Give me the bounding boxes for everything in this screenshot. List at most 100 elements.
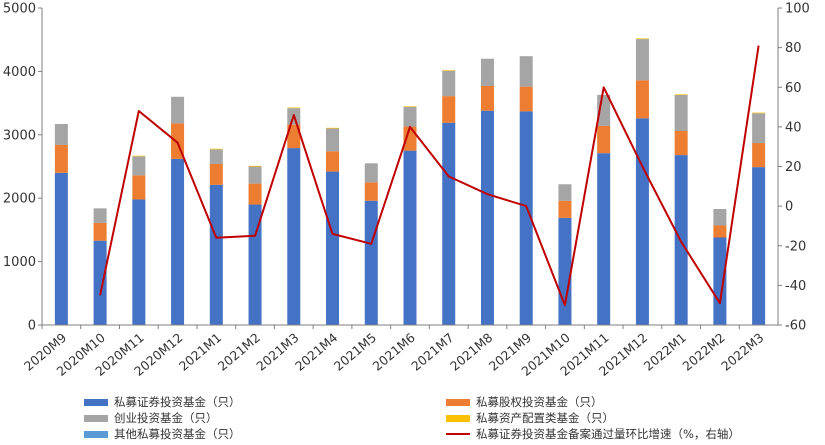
bar-segment <box>209 148 223 150</box>
bar-segment <box>519 56 533 87</box>
bar-segment <box>54 172 68 325</box>
bar-segment <box>635 38 649 40</box>
x-tick-label: 2021M3 <box>253 330 301 374</box>
bar-segment <box>132 156 146 176</box>
bar-segment <box>54 124 68 145</box>
bar-segment <box>480 110 494 325</box>
bar-segment <box>171 96 185 124</box>
bar-segment <box>54 144 68 173</box>
x-tick-label: 2021M7 <box>408 330 456 374</box>
legend-item: 私募证券投资基金（只） <box>84 395 241 409</box>
bar-segment <box>403 106 417 107</box>
bar-segment <box>248 183 262 205</box>
y-tick-label: 0 <box>28 319 36 334</box>
bar-segment <box>132 155 146 157</box>
legend-swatch <box>84 431 108 438</box>
bar-segment <box>442 122 456 325</box>
x-tick-label: 2022M3 <box>718 330 766 374</box>
bar-series-group <box>54 38 766 325</box>
legend-swatch <box>84 415 108 422</box>
legend-swatch <box>84 399 108 406</box>
growth-rate-line <box>99 45 760 307</box>
x-tick-label: 2021M6 <box>370 330 418 374</box>
bar-segment <box>132 175 146 200</box>
bar-segment <box>713 237 727 325</box>
bar-segment <box>635 118 649 325</box>
bar-segment <box>209 184 223 325</box>
bar-segment <box>635 39 649 81</box>
bar-segment <box>326 171 340 325</box>
bar-segment <box>326 127 340 129</box>
legend-label: 私募资产配置类基金（只） <box>476 411 614 425</box>
bar-segment <box>752 113 766 144</box>
bar-segment <box>480 58 494 86</box>
bar-segment <box>752 167 766 325</box>
x-tick-label: 2021M2 <box>215 330 263 374</box>
x-tick-label: 2021M4 <box>292 330 340 374</box>
bar-segment <box>752 112 766 114</box>
y-tick-label: 3000 <box>3 128 36 143</box>
bar-segment <box>93 222 107 241</box>
legend-label: 私募证券投资基金（只） <box>114 395 241 409</box>
bar-segment <box>403 150 417 325</box>
line-series-group <box>99 45 760 307</box>
y2-tick-label: 20 <box>785 160 802 175</box>
y2-tick-label: 40 <box>785 120 802 135</box>
y2-tick-label: -20 <box>785 239 806 254</box>
legend-swatch <box>446 399 470 406</box>
bar-segment <box>635 80 649 119</box>
y2-tick-label: 0 <box>785 200 793 215</box>
legend-item: 私募资产配置类基金（只） <box>446 411 614 425</box>
bar-segment <box>248 204 262 325</box>
y-tick-label: 4000 <box>3 65 36 80</box>
bar-segment <box>597 125 611 154</box>
legend-label: 其他私募投资基金（只） <box>114 427 241 441</box>
bar-segment <box>403 106 417 127</box>
bar-segment <box>519 86 533 112</box>
bar-segment <box>132 199 146 325</box>
bar-segment <box>364 182 378 201</box>
bar-segment <box>364 163 378 183</box>
bar-segment <box>326 151 340 172</box>
y-tick-label: 5000 <box>3 2 36 17</box>
x-tick-label: 2022M2 <box>679 330 727 374</box>
x-tick-label: 2021M5 <box>331 330 379 374</box>
bar-segment <box>713 225 727 238</box>
bar-segment <box>713 208 727 226</box>
bar-segment <box>287 148 301 325</box>
bar-segment <box>519 111 533 325</box>
bar-segment <box>209 163 223 185</box>
bar-segment <box>248 166 262 184</box>
legend-item: 其他私募投资基金（只） <box>84 427 241 441</box>
legend-item: 创业投资基金（只） <box>84 411 218 425</box>
y2-tick-label: -40 <box>785 279 806 294</box>
y-tick-label: 1000 <box>3 255 36 270</box>
x-tick-label: 2021M8 <box>447 330 495 374</box>
bar-segment <box>287 124 301 149</box>
bar-segment <box>326 128 340 152</box>
y2-tick-label: 80 <box>785 41 802 56</box>
bar-segment <box>558 200 572 218</box>
y2-tick-label: 60 <box>785 81 802 96</box>
bar-segment <box>171 158 185 325</box>
y2-tick-label: -60 <box>785 319 806 334</box>
x-tick-label: 2022M1 <box>641 330 689 374</box>
bar-segment <box>752 143 766 168</box>
bar-segment <box>480 85 494 111</box>
bar-segment <box>364 200 378 325</box>
bar-segment <box>558 184 572 201</box>
bar-segment <box>287 107 301 109</box>
legend-label: 创业投资基金（只） <box>114 411 218 425</box>
legend-item: 私募证券投资基金备案通过量环比增速（%，右轴） <box>446 427 740 441</box>
bar-segment <box>674 94 688 95</box>
bar-segment <box>442 96 456 123</box>
bar-segment <box>248 165 262 167</box>
bar-segment <box>674 94 688 131</box>
bar-segment <box>558 217 572 325</box>
legend-label: 私募证券投资基金备案通过量环比增速（%，右轴） <box>476 427 740 441</box>
x-tick-label: 2021M1 <box>176 330 224 374</box>
bar-segment <box>597 153 611 325</box>
legend-item: 私募股权投资基金（只） <box>446 395 603 409</box>
y2-tick-label: 100 <box>785 2 810 17</box>
